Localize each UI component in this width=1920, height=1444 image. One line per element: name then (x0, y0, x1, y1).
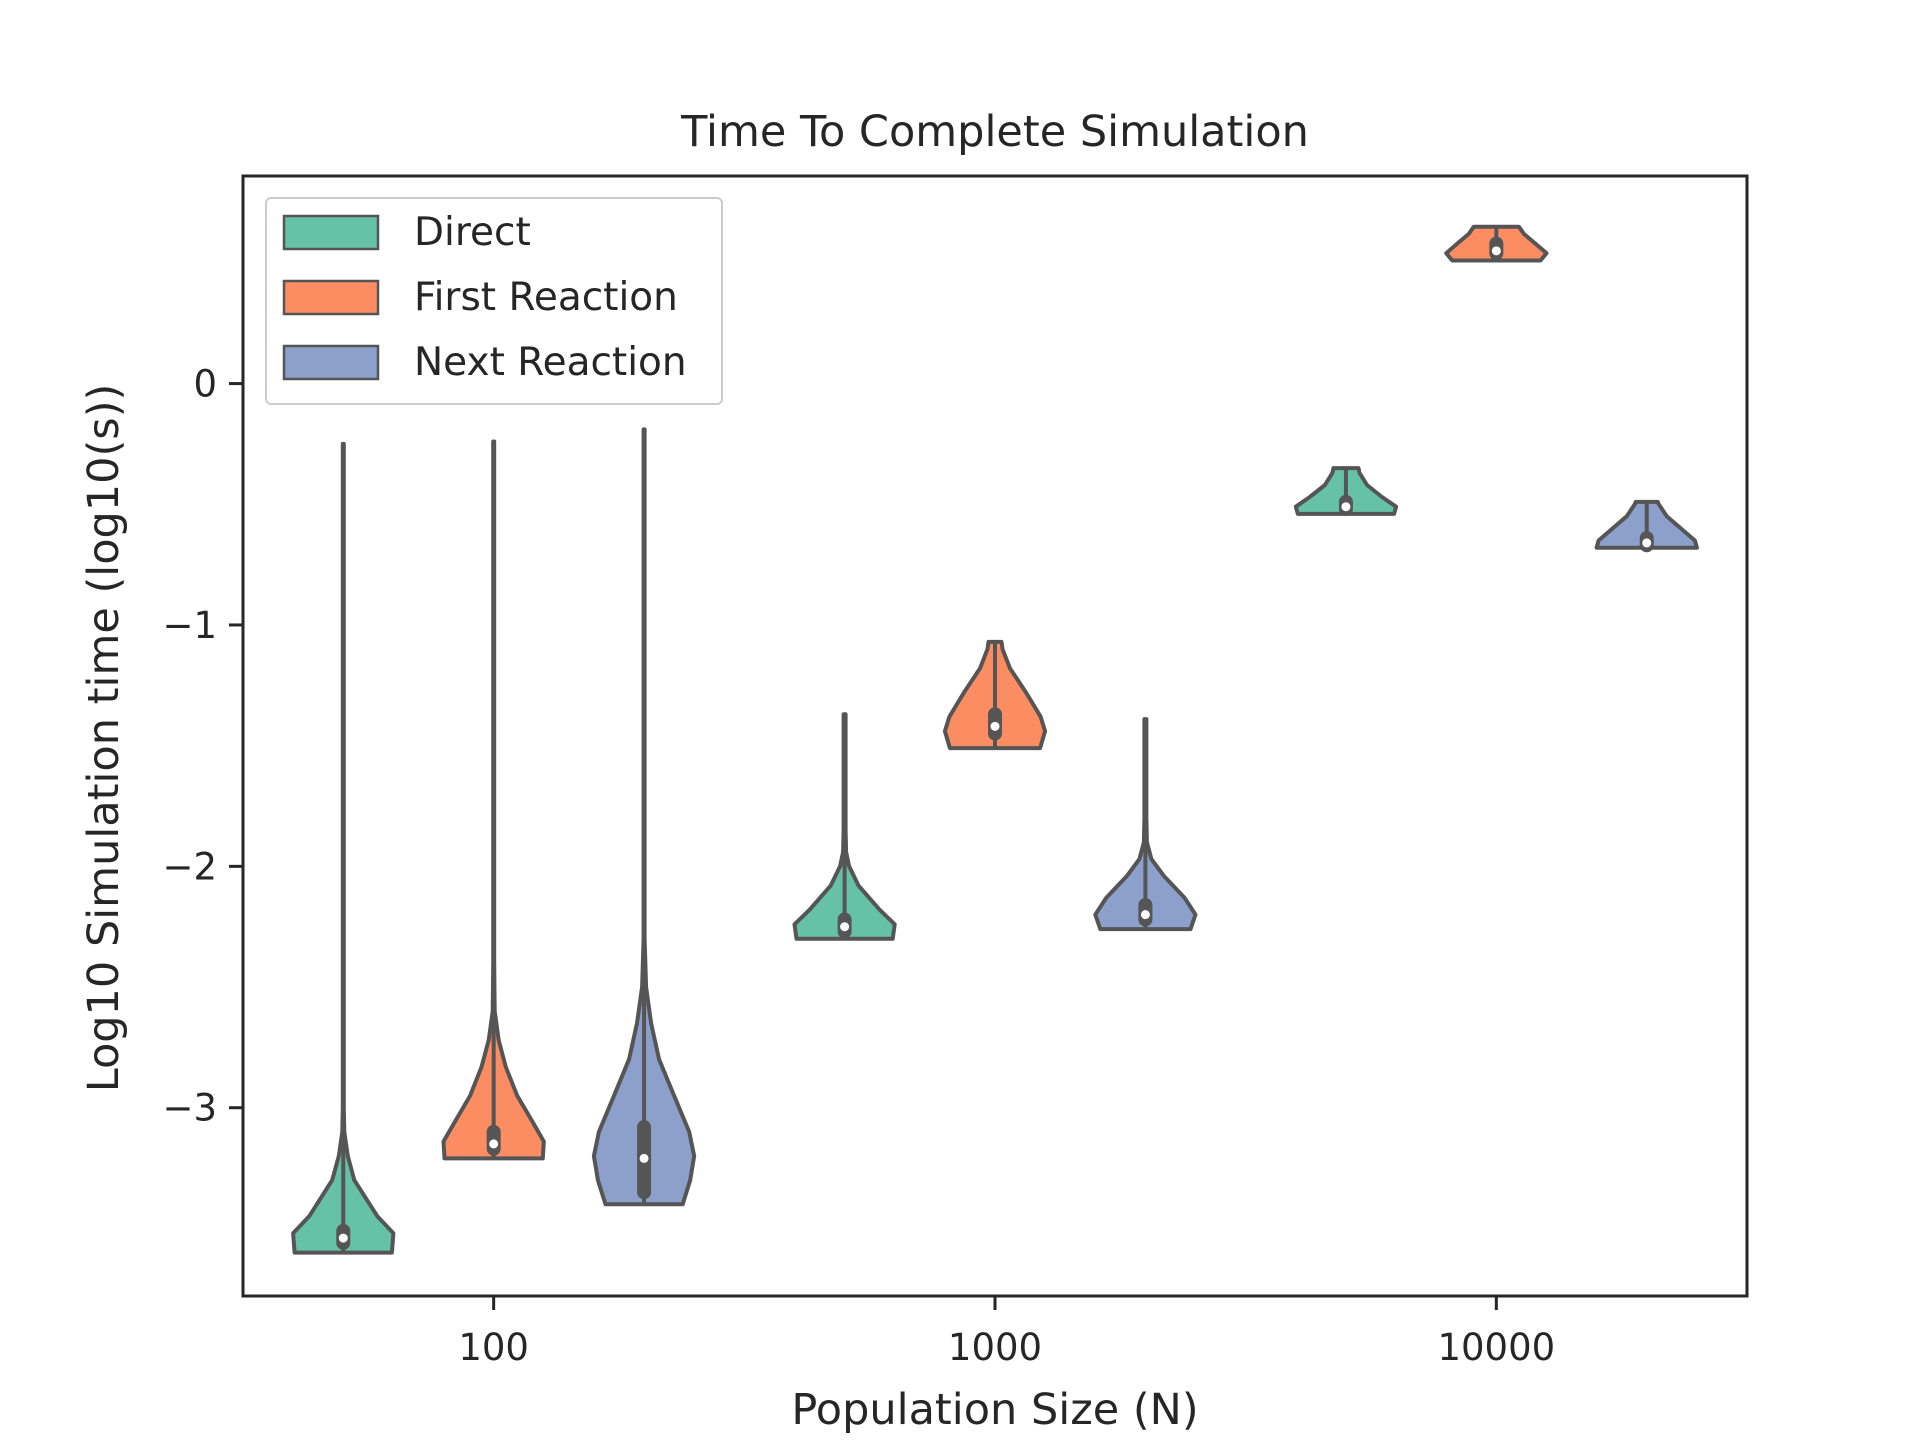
y-tick-label: −1 (162, 604, 217, 647)
violin-median-point (990, 721, 1000, 731)
legend-swatch (282, 214, 380, 251)
violin-median-point (1140, 910, 1150, 920)
y-tick-label: 0 (193, 363, 217, 406)
x-tick-label: 100 (458, 1326, 529, 1369)
x-axis: 100 1000 10000 (458, 1296, 1555, 1369)
violin-median-point (338, 1233, 348, 1243)
chart-title: Time To Complete Simulation (680, 107, 1309, 157)
legend-label: Next Reaction (414, 340, 687, 385)
x-axis-label: Population Size (N) (791, 1385, 1198, 1435)
x-tick-label: 1000 (948, 1326, 1042, 1369)
y-axis-label: Log10 Simulation time (log10(s)) (79, 384, 129, 1093)
y-tick-label: −3 (162, 1087, 217, 1130)
violin-median-point (1642, 538, 1652, 548)
violin-median-point (1341, 502, 1351, 512)
legend-label: Direct (414, 210, 531, 255)
violin-median-point (639, 1153, 649, 1163)
violin-median-point (840, 922, 850, 932)
x-tick-label: 10000 (1437, 1326, 1555, 1369)
legend-swatch (282, 279, 380, 316)
legend-swatch (282, 344, 380, 381)
violin-layer (291, 224, 1699, 1255)
y-tick-label: −2 (162, 845, 217, 888)
legend-frame (265, 197, 723, 405)
y-axis: 0 −1 −2 −3 (162, 363, 243, 1130)
legend-label: First Reaction (414, 275, 678, 320)
violin-median-point (489, 1139, 499, 1149)
legend: Direct First Reaction Next Reaction (265, 197, 723, 405)
violin-median-point (1491, 246, 1501, 256)
